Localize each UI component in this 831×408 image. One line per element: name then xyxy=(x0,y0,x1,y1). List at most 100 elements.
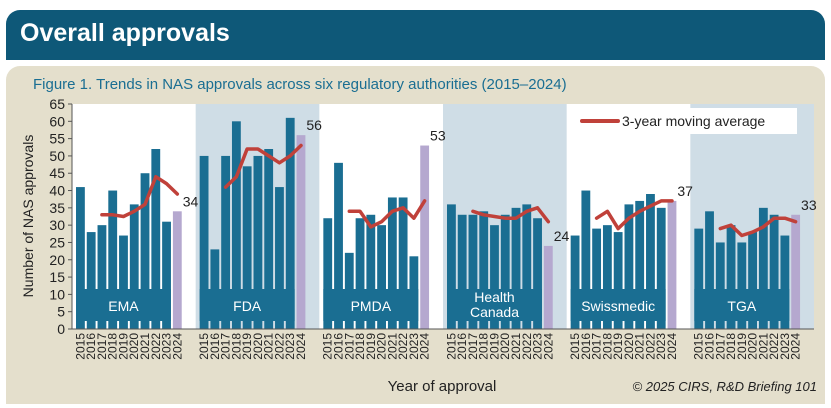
x-tick-label-1-2023: 2023 xyxy=(283,333,297,360)
y-tick-label-25: 25 xyxy=(49,234,65,250)
y-tick-label-50: 50 xyxy=(49,148,65,164)
bar-1-2019 xyxy=(242,166,252,329)
x-tick-label-4-2015: 2015 xyxy=(568,333,582,360)
x-tick-label-2-2016: 2016 xyxy=(332,333,346,360)
x-tick-label-0-2021: 2021 xyxy=(138,333,152,360)
latest-value-label-3: 24 xyxy=(554,228,570,244)
bar-0-2024 xyxy=(172,211,182,329)
x-tick-label-1-2021: 2021 xyxy=(262,333,276,360)
bar-2-2021 xyxy=(387,197,397,329)
x-tick-label-3-2015: 2015 xyxy=(444,333,458,360)
authority-label-2: PMDA xyxy=(351,298,392,314)
legend-label: 3-year moving average xyxy=(622,113,765,129)
bar-3-2019 xyxy=(490,225,499,329)
moving-average-line-0 xyxy=(100,174,180,219)
bar-1-2022 xyxy=(275,187,284,329)
bar-4-2022 xyxy=(646,194,655,329)
x-tick-label-2-2015: 2015 xyxy=(321,333,335,360)
x-tick-label-2-2024: 2024 xyxy=(418,333,432,360)
bar-2-2022 xyxy=(398,197,408,329)
latest-value-label-2: 53 xyxy=(430,128,446,144)
bar-5-2016 xyxy=(705,211,714,329)
bar-2-2024 xyxy=(420,145,430,329)
moving-average-line-3 xyxy=(471,206,551,224)
authority-label-box-1 xyxy=(199,289,295,321)
x-tick-label-5-2018: 2018 xyxy=(724,333,738,360)
moving-average-line-5 xyxy=(718,216,798,238)
x-tick-label-2-2020: 2020 xyxy=(375,333,389,360)
bar-1-2020 xyxy=(253,155,263,329)
x-tick-label-1-2016: 2016 xyxy=(208,333,222,360)
authority-label-1: FDA xyxy=(233,298,262,314)
x-tick-label-5-2022: 2022 xyxy=(767,333,781,360)
x-tick-label-2-2021: 2021 xyxy=(385,333,399,360)
bar-2-2020 xyxy=(377,225,386,329)
header-banner: Overall approvals xyxy=(6,10,825,60)
latest-value-label-1: 56 xyxy=(306,117,322,133)
x-tick-label-1-2019: 2019 xyxy=(240,333,254,360)
x-tick-label-5-2016: 2016 xyxy=(703,333,717,360)
x-tick-label-3-2016: 2016 xyxy=(455,333,469,360)
y-tick-label-10: 10 xyxy=(49,286,65,302)
x-tick-label-1-2024: 2024 xyxy=(294,333,308,360)
bar-3-2023 xyxy=(533,218,542,329)
x-tick-label-4-2018: 2018 xyxy=(600,333,614,360)
x-tick-label-4-2019: 2019 xyxy=(611,333,625,360)
x-tick-label-0-2023: 2023 xyxy=(160,333,174,360)
latest-value-label-4: 37 xyxy=(677,183,693,199)
legend: 3-year moving average xyxy=(573,108,797,134)
bar-4-2015 xyxy=(570,235,580,329)
bar-5-2015 xyxy=(694,228,704,329)
y-tick-label-20: 20 xyxy=(49,252,65,268)
bar-1-2023 xyxy=(285,117,295,329)
bar-5-2018 xyxy=(726,225,736,329)
x-tick-label-0-2017: 2017 xyxy=(95,333,109,360)
bar-1-2017 xyxy=(221,155,231,329)
bar-2-2019 xyxy=(366,214,376,329)
bar-4-2016 xyxy=(581,190,591,329)
bar-4-2024 xyxy=(667,200,677,329)
x-tick-label-1-2020: 2020 xyxy=(251,333,265,360)
chart-title: Figure 1. Trends in NAS approvals across… xyxy=(33,76,567,93)
y-tick-label-15: 15 xyxy=(49,269,65,285)
bar-2-2015 xyxy=(323,218,333,329)
bar-4-2019 xyxy=(613,232,623,329)
authority-label-3: Health xyxy=(474,289,514,305)
y-axis-label: Number of NAS approvals xyxy=(20,135,36,298)
moving-average-line-2 xyxy=(347,199,427,229)
bar-0-2021 xyxy=(140,173,150,329)
bar-1-2015 xyxy=(199,155,209,329)
bar-1-2024 xyxy=(296,135,306,329)
x-tick-label-5-2020: 2020 xyxy=(746,333,760,360)
x-tick-label-5-2015: 2015 xyxy=(692,333,706,360)
moving-average-line-4 xyxy=(594,199,674,231)
x-tick-label-1-2022: 2022 xyxy=(272,333,286,360)
authority-label-5: TGA xyxy=(727,298,756,314)
x-tick-label-3-2020: 2020 xyxy=(498,333,512,360)
y-tick-label-5: 5 xyxy=(57,304,65,320)
latest-value-label-5: 33 xyxy=(801,197,817,213)
x-tick-label-3-2024: 2024 xyxy=(541,333,555,360)
bar-3-2020 xyxy=(500,214,510,329)
y-tick-label-35: 35 xyxy=(49,200,65,216)
x-tick-label-3-2017: 2017 xyxy=(466,333,480,360)
x-tick-label-4-2022: 2022 xyxy=(643,333,657,360)
authority-label-3: Canada xyxy=(470,304,519,320)
y-tick-label-45: 45 xyxy=(49,165,65,181)
x-tick-label-0-2024: 2024 xyxy=(170,333,184,360)
bar-5-2023 xyxy=(780,235,790,329)
x-tick-label-0-2016: 2016 xyxy=(84,333,98,360)
bar-4-2021 xyxy=(635,200,645,329)
copyright-note: © 2025 CIRS, R&D Briefing 101 xyxy=(633,379,817,394)
x-tick-label-1-2017: 2017 xyxy=(219,333,233,360)
authority-label-box-2 xyxy=(323,289,419,321)
bar-4-2017 xyxy=(592,228,602,329)
bar-5-2022 xyxy=(769,214,779,329)
authority-label-4: Swissmedic xyxy=(581,298,655,314)
x-tick-label-0-2022: 2022 xyxy=(149,333,163,360)
x-tick-label-5-2019: 2019 xyxy=(735,333,749,360)
bar-5-2017 xyxy=(715,242,725,329)
authority-label-box-4 xyxy=(570,289,666,321)
bar-4-2023 xyxy=(656,207,666,329)
